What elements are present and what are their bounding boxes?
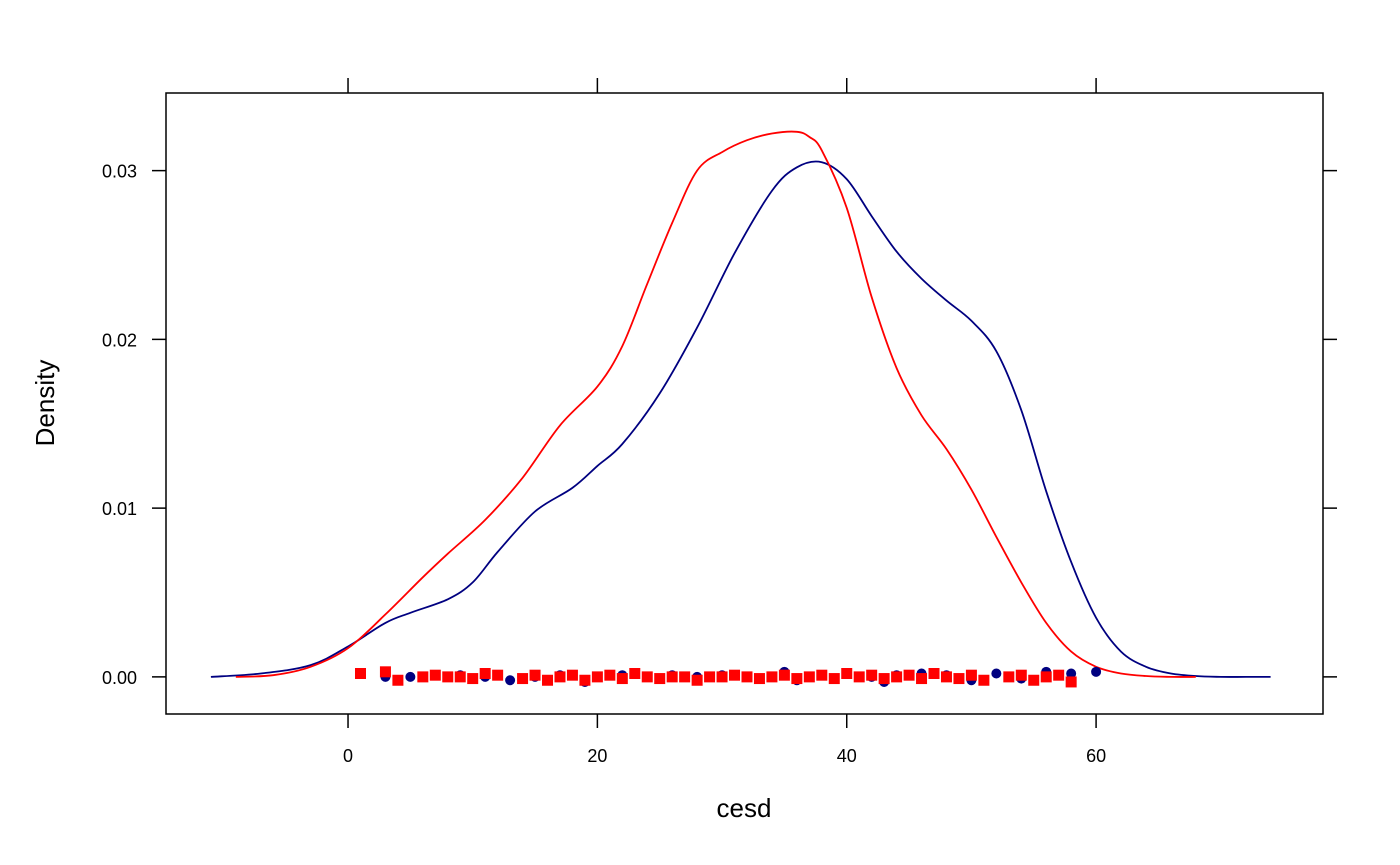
rug-point-square — [429, 669, 441, 681]
rug-point-square — [629, 668, 641, 679]
y-axis-title: Density — [30, 360, 60, 447]
rug-point-square — [816, 669, 828, 681]
rug-point-circle — [505, 675, 516, 686]
rug-point-square — [704, 671, 716, 683]
rug-point-square — [442, 671, 454, 683]
rug-point-square — [591, 671, 603, 683]
x-tick-label: 60 — [1086, 746, 1106, 766]
rug-point-square — [529, 669, 541, 681]
rug-point-square — [1053, 669, 1065, 681]
rug-point-square — [679, 671, 691, 683]
y-tick-label: 0.02 — [102, 330, 137, 350]
rug-point-square — [1040, 671, 1052, 683]
rug-point-square — [978, 674, 990, 686]
rug-point-square — [853, 671, 865, 683]
rug-point-square — [666, 671, 678, 683]
x-tick-label: 20 — [587, 746, 607, 766]
density-curve-2 — [235, 130, 1196, 678]
rug-point-square — [467, 673, 479, 685]
rug-point-square — [417, 671, 429, 683]
rug-point-square — [654, 673, 666, 685]
rug-point-square — [616, 673, 628, 685]
x-tick-label: 0 — [343, 746, 353, 766]
rug-point-square — [604, 669, 616, 681]
rug-point-square — [891, 671, 903, 683]
axes: 0 20 40 60 0.00 0.01 0.02 0.03 — [102, 78, 1337, 766]
rug-point-square — [542, 674, 554, 686]
rug-point-square — [379, 666, 391, 678]
rug-point-square — [554, 671, 566, 683]
rug-point-square — [354, 668, 366, 679]
rug-point-square — [729, 669, 741, 681]
rug-point-square — [940, 671, 952, 683]
rug-point-circle — [405, 671, 416, 682]
rug-point-square — [579, 674, 591, 686]
x-axis-title: cesd — [717, 793, 772, 823]
rug-point-square — [753, 673, 765, 685]
rug-point-square — [741, 671, 753, 683]
rug-point-square — [392, 674, 404, 686]
rug-point-square — [953, 673, 965, 685]
rug-point-square — [965, 669, 977, 681]
plot-panel — [165, 92, 1324, 715]
rug-point-square — [928, 668, 940, 679]
rug-point-square — [841, 668, 853, 679]
rug-point-square — [1065, 676, 1077, 688]
rug-point-square — [878, 673, 890, 685]
data-layer — [210, 130, 1271, 688]
rug-point-square — [866, 669, 878, 681]
rug-point-square — [828, 673, 840, 685]
rug-point-square — [1028, 674, 1040, 686]
y-tick-label: 0.03 — [102, 162, 137, 182]
rug-point-square — [716, 671, 728, 683]
rug-point-square — [903, 669, 915, 681]
rug-point-square — [766, 671, 778, 683]
rug-point-circle — [1066, 668, 1077, 679]
rug-point-circle — [1091, 666, 1102, 677]
rug-point-circle — [991, 668, 1002, 679]
density-curve-1 — [210, 160, 1271, 678]
rug-point-square — [566, 669, 578, 681]
rug-point-square — [479, 668, 491, 679]
rug-point-square — [916, 673, 928, 685]
rug-point-square — [803, 671, 815, 683]
rug-point-square — [517, 673, 529, 685]
rug-point-square — [1015, 669, 1027, 681]
rug-point-square — [454, 671, 466, 683]
rug-point-square — [778, 669, 790, 681]
rug-point-square — [691, 674, 703, 686]
y-tick-label: 0.00 — [102, 668, 137, 688]
x-tick-label: 40 — [837, 746, 857, 766]
y-tick-label: 0.01 — [102, 499, 137, 519]
rug-point-square — [791, 673, 803, 685]
rug-point-square — [1003, 671, 1015, 683]
rug-point-square — [641, 671, 653, 683]
rug-point-square — [492, 669, 504, 681]
